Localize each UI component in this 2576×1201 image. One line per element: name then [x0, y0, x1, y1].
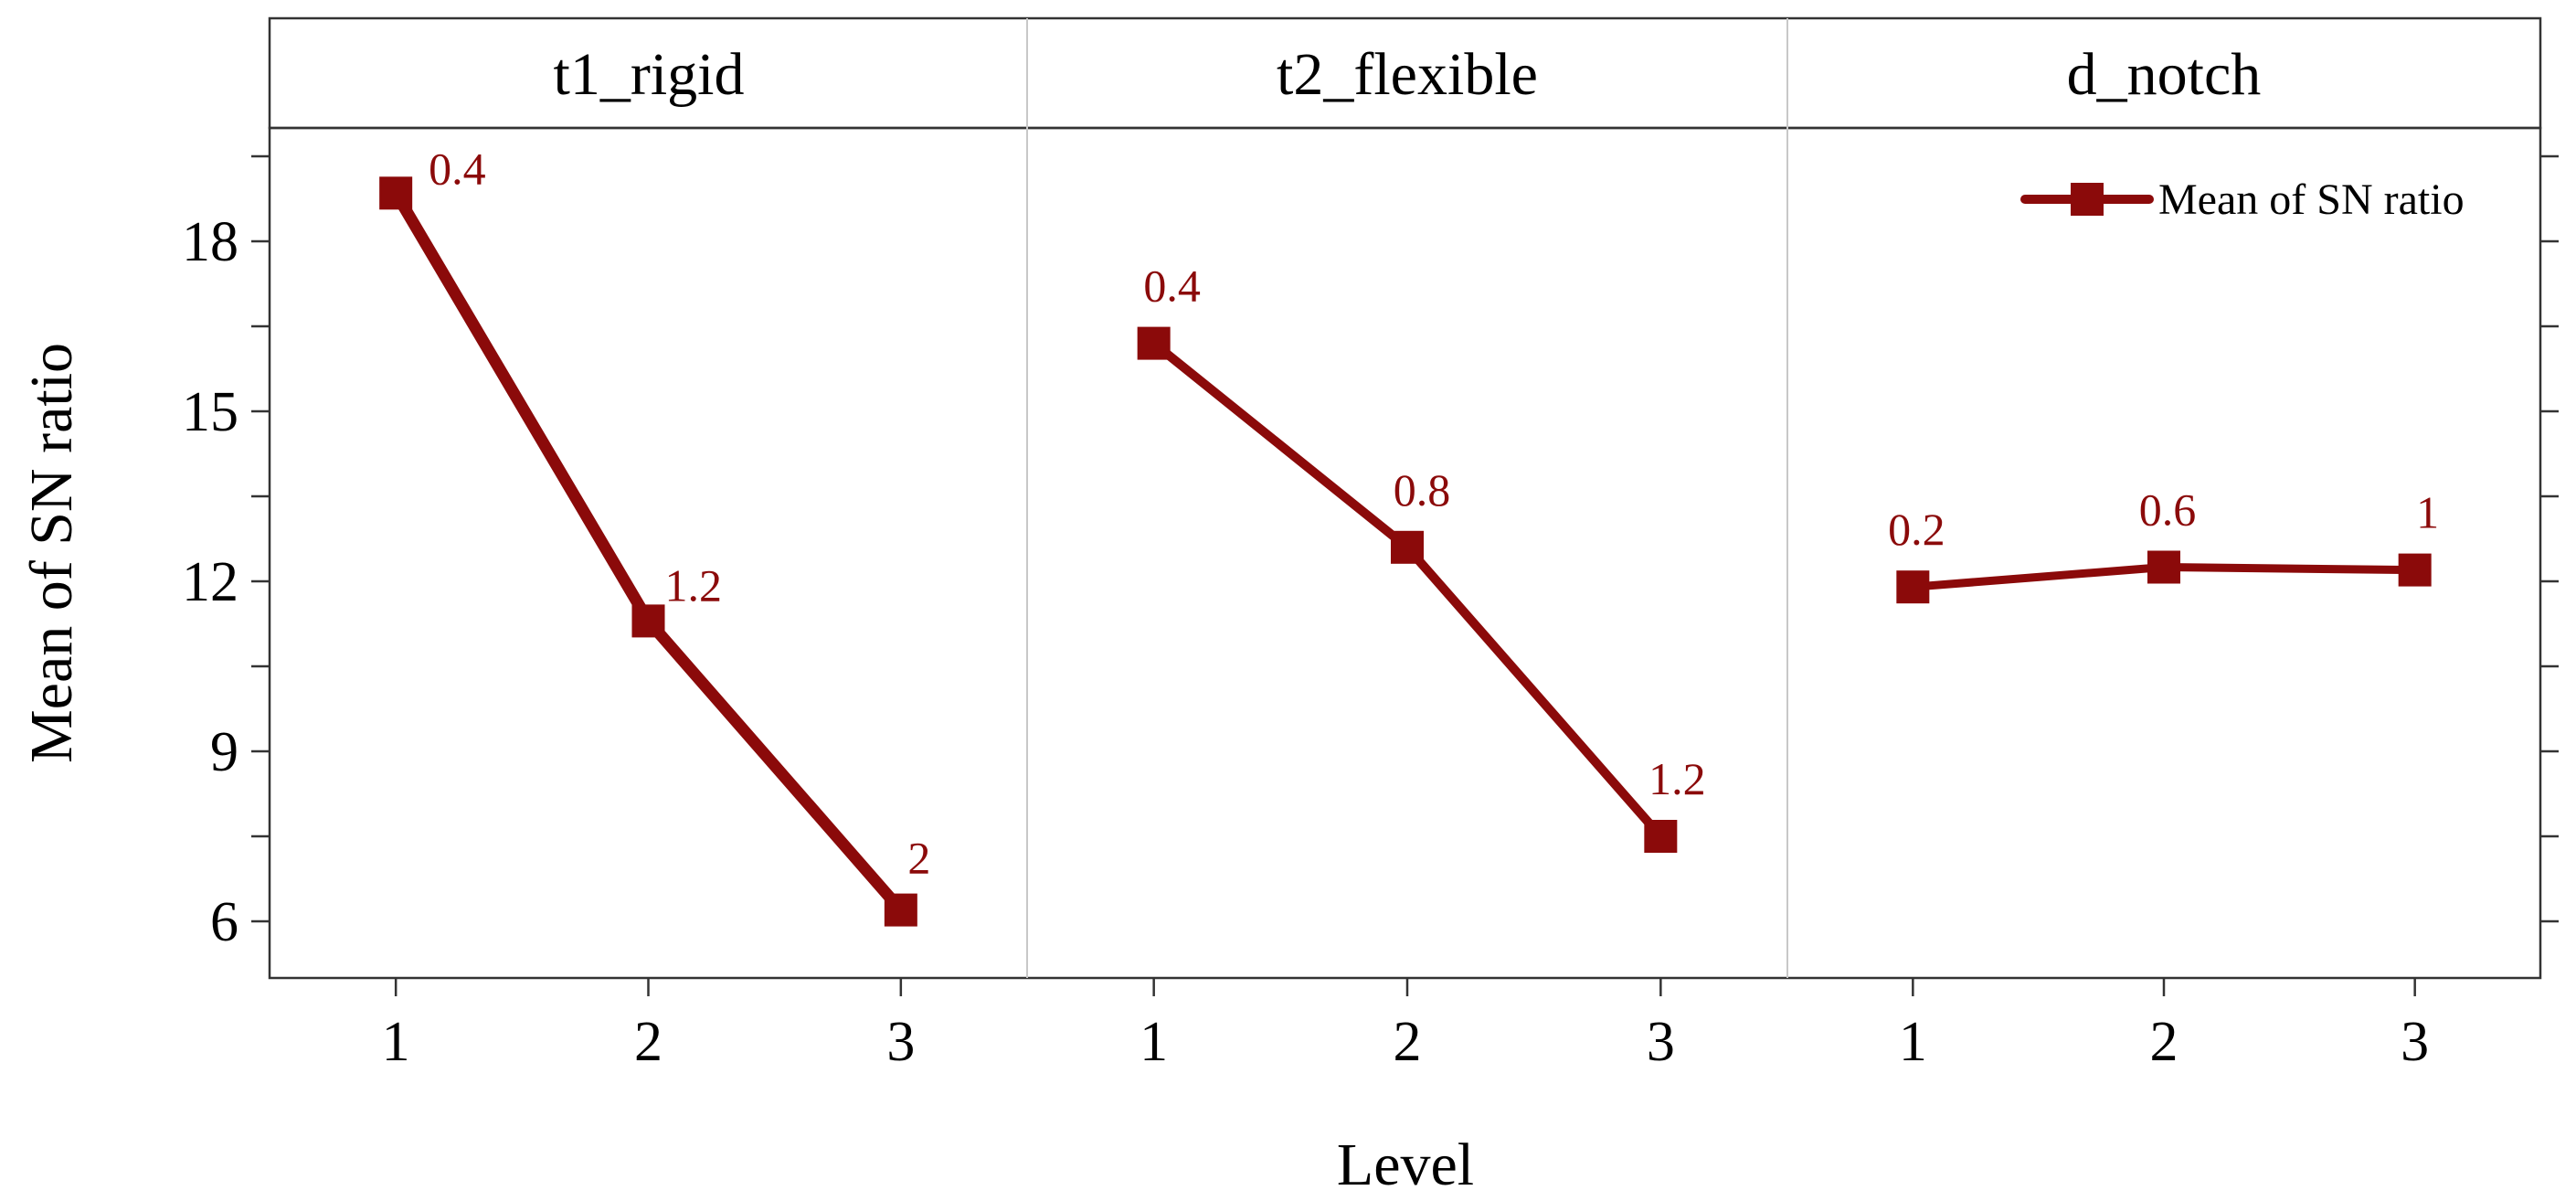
x-tick-label: 2	[1394, 1011, 1422, 1073]
series-line	[1149, 338, 1666, 841]
series-line	[389, 186, 907, 917]
x-tick-label: 1	[382, 1011, 410, 1073]
data-label: 0.8	[1394, 464, 1451, 515]
series-d_notch: 0.2 0.6 1	[1888, 484, 2439, 604]
y-tick-label: 15	[182, 381, 239, 443]
panel-title-t1-rigid: t1_rigid	[554, 41, 745, 108]
x-tick-label: 3	[886, 1011, 915, 1073]
data-point	[2147, 550, 2180, 584]
x-tick-label: 2	[634, 1011, 663, 1073]
data-label: 0.2	[1888, 504, 1945, 555]
panel-titles: t1_rigid t2_flexible d_notch	[554, 41, 2262, 108]
panel-frames	[268, 16, 2542, 980]
data-label: 2	[907, 833, 930, 884]
y-tick-label: 6	[210, 891, 239, 953]
x-tick-label: 1	[1899, 1011, 1927, 1073]
data-point	[631, 604, 665, 638]
x-axis-title: Level	[1337, 1132, 1474, 1198]
x-tick-label: 3	[1647, 1011, 1675, 1073]
x-tick-label: 2	[2150, 1011, 2178, 1073]
data-point	[1644, 820, 1678, 853]
panel-title-t2-flexible: t2_flexible	[1277, 41, 1538, 108]
data-label: 1.2	[665, 559, 723, 611]
y-tick-label: 12	[182, 551, 239, 613]
series-layer: 0.4 1.2 2 0.4 0.8 1.2 0.2 0.6 1	[379, 143, 2439, 927]
data-label: 1.2	[1648, 753, 1706, 804]
data-label: 0.6	[2139, 484, 2197, 536]
data-point	[1391, 530, 1424, 564]
legend-label: Mean of SN ratio	[2158, 175, 2465, 224]
y-tick-label: 18	[182, 211, 239, 273]
data-label: 1	[2416, 487, 2439, 538]
data-point	[1896, 570, 1930, 604]
legend: Mean of SN ratio	[2020, 175, 2465, 224]
data-label: 0.4	[1143, 260, 1201, 312]
plot-frame	[268, 126, 2542, 980]
y-axis-title: Mean of SN ratio	[18, 343, 85, 763]
x-tick-label: 3	[2401, 1011, 2429, 1073]
data-point	[1137, 326, 1171, 360]
legend-marker	[2071, 183, 2104, 216]
y-tick-label: 9	[210, 721, 239, 783]
x-tick-label: 1	[1140, 1011, 1168, 1073]
data-point	[884, 893, 917, 927]
data-point	[379, 176, 413, 210]
panel-title-d-notch: d_notch	[2067, 41, 2262, 108]
data-label: 0.4	[429, 143, 485, 194]
data-point	[2398, 553, 2432, 587]
series-t2_flexible: 0.4 0.8 1.2	[1137, 260, 1706, 853]
series-t1_rigid: 0.4 1.2 2	[379, 143, 930, 927]
